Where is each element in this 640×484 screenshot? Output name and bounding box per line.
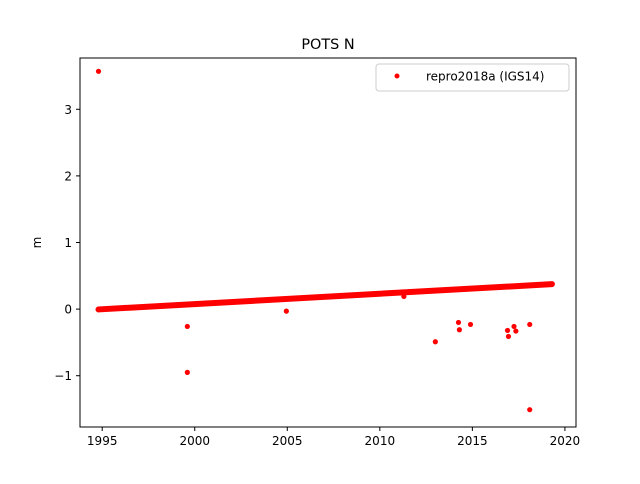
legend: repro2018a (IGS14) [375,63,570,92]
y-tick-label: 0 [64,303,72,317]
x-tick-label: 2010 [365,434,396,448]
y-tick-label: 2 [64,169,72,183]
y-axis: −1 0 1 2 3 [54,103,80,383]
data-point [527,407,533,413]
y-tick-label: 1 [64,236,72,250]
data-point [283,308,289,314]
data-point [527,321,533,328]
x-tick-label: 2005 [272,434,303,448]
chart-title: POTS N [301,37,354,53]
legend-label: repro2018a (IGS14) [426,70,544,84]
x-tick-label: 2020 [550,434,581,448]
data-point [401,293,407,300]
data-point [504,327,511,334]
data-point [456,327,463,333]
dense-point-band [95,281,555,313]
x-tick-label: 2015 [457,434,488,448]
legend-frame [375,63,570,92]
y-tick-label: 3 [64,103,72,117]
data-point [95,68,102,74]
plot-area [80,58,576,427]
x-axis: 1995 2000 2005 2010 2015 2020 [87,427,580,448]
data-point [505,333,512,340]
data-point [455,319,462,326]
data-point [432,339,438,345]
data-point [513,328,519,334]
data-point [467,321,474,328]
legend-marker [394,73,400,79]
x-tick-label: 1995 [87,434,118,448]
y-tick-label: −1 [54,369,72,383]
data-point [184,369,190,375]
data-point [184,323,190,330]
axes-background [80,58,576,427]
data-layer [95,68,555,413]
y-axis-label: m [30,237,44,249]
x-tick-label: 2000 [179,434,210,448]
data-point [511,323,517,330]
